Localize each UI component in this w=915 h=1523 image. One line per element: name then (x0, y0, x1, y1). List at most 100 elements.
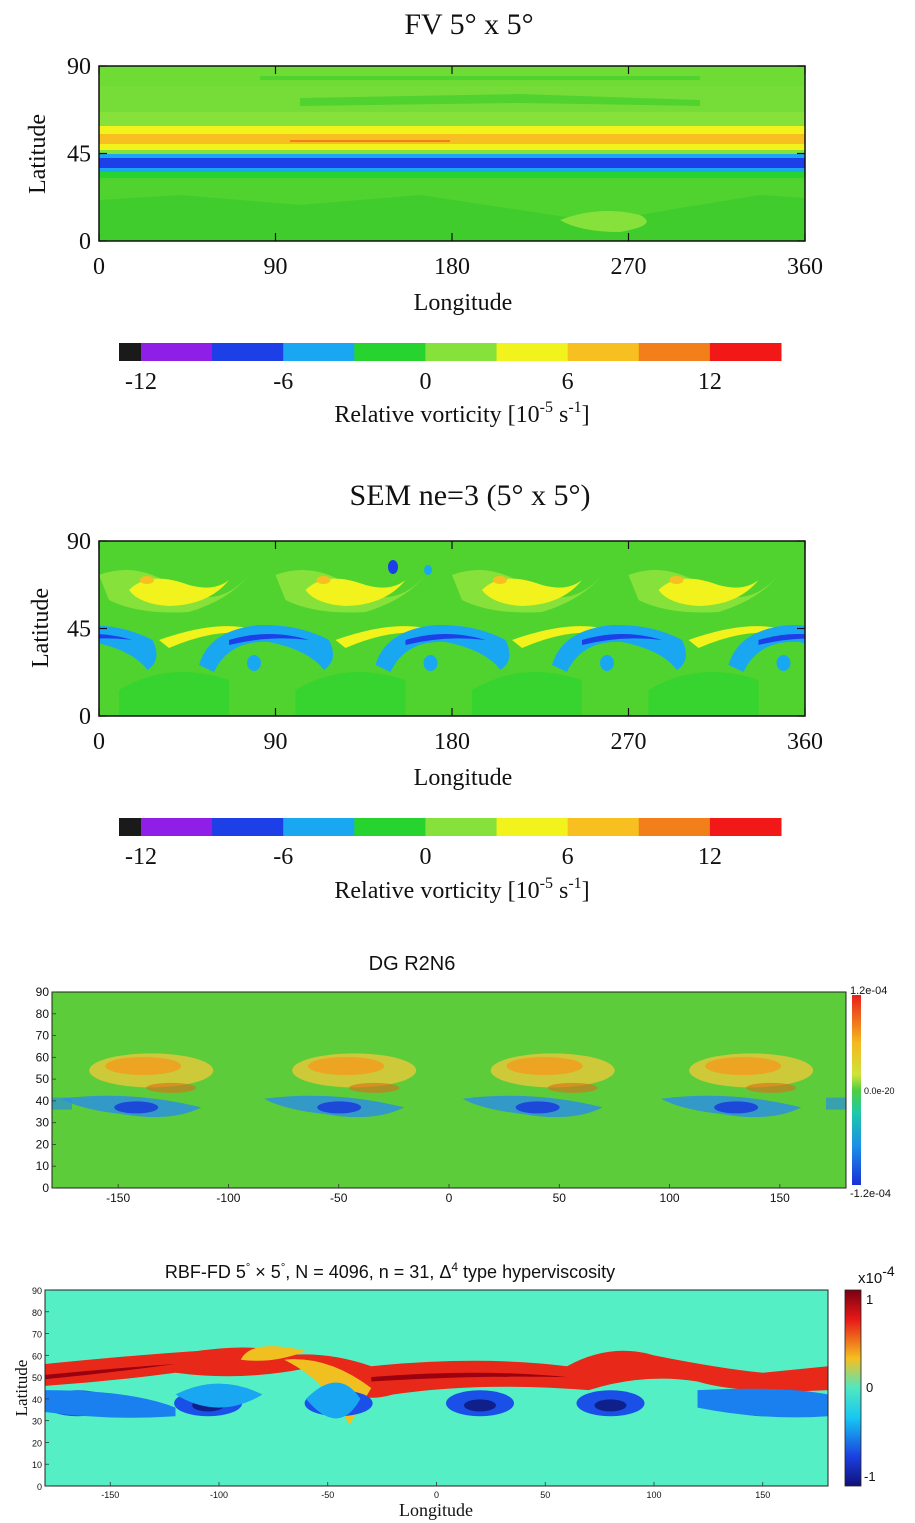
fv-y-axis: 0 45 90 (67, 54, 805, 255)
sem-lower-patch (825, 672, 915, 716)
sem-negative-arc (375, 624, 510, 672)
colorbar-segment (709, 343, 782, 361)
y-tick-label: 90 (36, 985, 50, 999)
sem-negative-arc (199, 624, 333, 672)
sem-colorbar-ticks: -12 -6 0 6 12 (125, 844, 722, 870)
rbf-panel: RBF-FD 5° × 5°, N = 4096, n = 31, Δ4 typ… (12, 1260, 895, 1520)
y-tick-label: 45 (67, 142, 91, 168)
rbf-plot-area (45, 1290, 828, 1486)
colorbar-tick-label: -12 (125, 369, 157, 395)
y-tick-label: 90 (67, 529, 91, 555)
dg-colorbar (852, 995, 861, 1185)
colorbar-tick-label: -12 (125, 844, 157, 870)
x-tick-label: 0 (93, 729, 105, 755)
fv-patch-lower (560, 211, 647, 232)
y-tick-label: 40 (32, 1395, 42, 1405)
x-tick-label: 50 (553, 1191, 567, 1205)
sem-title: SEM ne=3 (5° x 5°) (350, 479, 591, 512)
rbf-colorbar-bottom: -1 (864, 1469, 876, 1484)
sem-yellow-streak (865, 626, 915, 648)
dg-negative-core (515, 1101, 560, 1114)
rbf-positive-core (45, 1364, 176, 1380)
fv-band-orange-dark (290, 140, 450, 142)
y-tick-label: 0 (79, 229, 91, 255)
x-tick-label: 0 (446, 1191, 453, 1205)
fv-band-green-low (99, 172, 805, 178)
dg-positive-core (506, 1057, 583, 1076)
sem-negative-spot (776, 655, 791, 671)
sem-panel: SEM ne=3 (5° x 5°) 0 90 180 270 360 0 45 90 Lo… (0, 479, 915, 904)
y-tick-label: 0 (42, 1181, 49, 1195)
rbf-colorbar-top: 1 (866, 1292, 873, 1307)
sem-negative-arc (552, 624, 686, 672)
fv-colorbar-label: Relative vorticity [10-5 s-1] (334, 399, 589, 428)
x-tick-label: 180 (434, 729, 470, 755)
x-tick-label: 150 (755, 1490, 770, 1500)
sem-lower-patch (119, 672, 229, 716)
dg-y-axis: 0 10 20 30 40 50 60 70 80 90 (36, 985, 56, 1195)
sem-yellow-lobe (658, 578, 759, 606)
x-tick-label: 270 (611, 729, 647, 755)
sem-orange-max (846, 576, 860, 584)
y-tick-label: 60 (32, 1351, 42, 1361)
x-tick-label: 100 (660, 1191, 680, 1205)
x-tick-label: 180 (434, 254, 470, 280)
x-tick-label: 360 (787, 254, 823, 280)
fv-colorbar-ticks: -12 -6 0 6 12 (125, 369, 722, 395)
rbf-positive-band (45, 1347, 828, 1398)
y-tick-label: 70 (36, 1029, 50, 1043)
x-tick-label: -50 (330, 1191, 348, 1205)
sem-positive-lobe (805, 570, 915, 613)
dg-edge-feature (826, 1097, 846, 1110)
colorbar-segment (212, 818, 284, 836)
x-tick-label: 270 (611, 254, 647, 280)
rbf-cyan-lobe (175, 1383, 263, 1408)
dg-panel: DG R2N6 -150 -100 -50 0 50 100 150 0 10 20 30 40 50… (36, 953, 895, 1205)
sem-orange-max (140, 576, 154, 584)
colorbar-segment (119, 818, 141, 836)
colorbar-segment (141, 343, 213, 361)
rbf-wave-features (45, 1346, 828, 1426)
x-tick-label: -100 (210, 1490, 228, 1500)
x-tick-label: -100 (216, 1191, 240, 1205)
colorbar-segment (425, 818, 498, 836)
dg-positive-core (308, 1057, 385, 1076)
sem-y-axis: 0 45 90 (67, 529, 805, 730)
colorbar-segment (496, 343, 569, 361)
y-tick-label: 10 (32, 1460, 42, 1470)
colorbar-tick-label: 12 (698, 369, 722, 395)
sem-lower-patch (0, 672, 53, 716)
colorbar-segment (567, 818, 640, 836)
y-tick-label: 45 (67, 617, 91, 643)
colorbar-segment (212, 343, 284, 361)
dg-positive-tail (349, 1082, 400, 1093)
y-tick-label: 0 (37, 1482, 42, 1492)
fv-ylabel: Latitude (25, 114, 51, 194)
y-tick-label: 80 (36, 1007, 50, 1021)
y-tick-label: 20 (36, 1137, 50, 1151)
y-tick-label: 60 (36, 1050, 50, 1064)
y-tick-label: 70 (32, 1330, 42, 1340)
rbf-yellow-lobe (240, 1346, 306, 1361)
rbf-cyan-lobe (306, 1382, 361, 1419)
colorbar-segment (354, 343, 426, 361)
dg-colorbar-bottom: -1.2e-04 (850, 1188, 891, 1200)
rbf-x-axis: -150 -100 -50 0 50 100 150 (101, 1482, 770, 1500)
sem-negative-core (405, 634, 486, 645)
rbf-colorbar-multiplier: x10-4 (858, 1263, 895, 1287)
sem-blue-dot (424, 565, 432, 575)
fv-band-yellow (99, 126, 805, 134)
sem-orange-max (316, 576, 331, 584)
fv-colorbar (119, 343, 782, 361)
y-tick-label: 90 (67, 54, 91, 80)
sem-xlabel: Longitude (414, 765, 513, 791)
y-tick-label: 30 (32, 1417, 42, 1427)
x-tick-label: -150 (101, 1490, 119, 1500)
dg-plot-area (52, 992, 846, 1188)
sem-yellow-lobe (482, 578, 582, 606)
rbf-negative-core (464, 1399, 496, 1412)
dg-positive-core (705, 1057, 782, 1076)
rbf-xlabel: Longitude (399, 1500, 473, 1520)
x-tick-label: 0 (434, 1490, 439, 1500)
fv-band-yellow2 (99, 144, 805, 150)
